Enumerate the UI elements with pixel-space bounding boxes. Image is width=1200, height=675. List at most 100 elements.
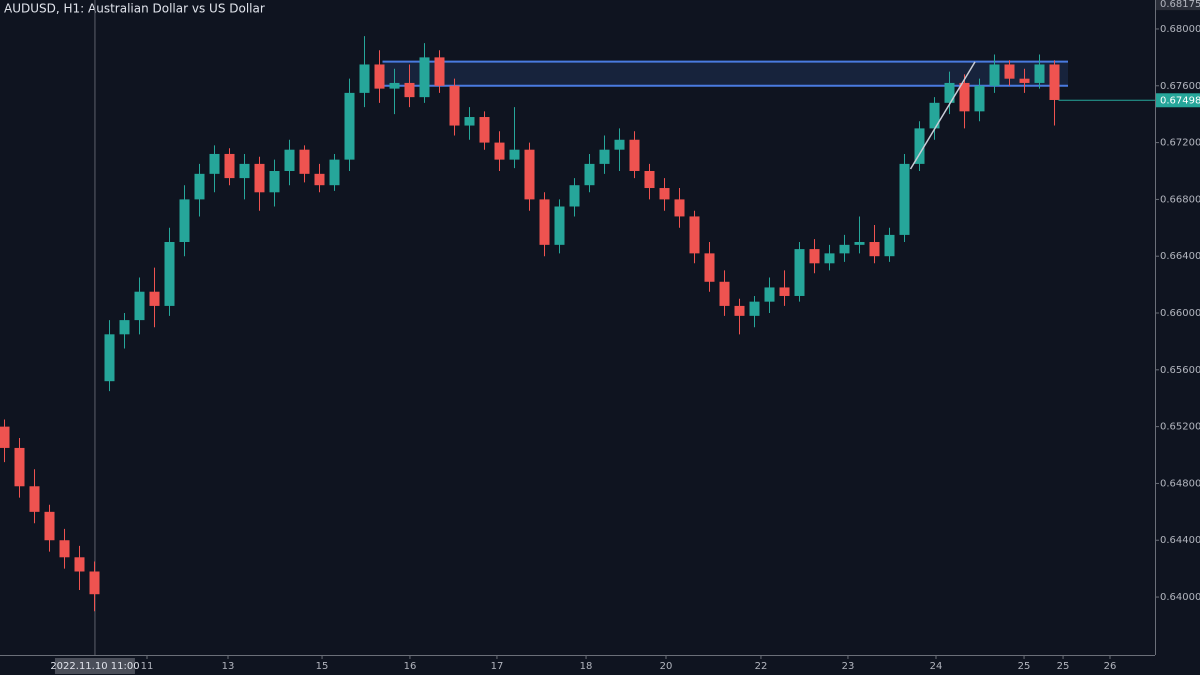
candle-body <box>389 82 400 89</box>
top-price-label-bg <box>1156 0 1200 11</box>
candle-body <box>29 486 40 512</box>
candle-body <box>689 216 700 254</box>
candle-body <box>479 117 490 143</box>
candle-body <box>974 85 985 112</box>
trend-line <box>909 61 976 170</box>
candle-body <box>89 571 100 595</box>
candle-body <box>209 153 220 174</box>
candle-body <box>989 64 1000 86</box>
candle-body <box>719 281 730 306</box>
candle-body <box>944 82 955 103</box>
chart-title: AUDUSD, H1: Australian Dollar vs US Doll… <box>4 2 265 16</box>
candle-body <box>59 540 70 558</box>
x-tick-label: 26 <box>1104 661 1117 672</box>
candle-body <box>284 149 295 171</box>
candle-body <box>524 149 535 200</box>
zone <box>382 61 1068 86</box>
candle-body <box>299 149 310 174</box>
candle-body <box>194 173 205 200</box>
candle-body <box>434 57 445 86</box>
candle-body <box>929 102 940 129</box>
y-tick-label: 0.64400 <box>1160 535 1200 546</box>
y-tick-label: 0.66800 <box>1160 194 1200 205</box>
candle-body <box>494 142 505 160</box>
x-tick-label: 24 <box>930 661 943 672</box>
candle-body <box>254 163 265 193</box>
y-tick-label: 0.64800 <box>1160 478 1200 489</box>
x-tick-label: 11 <box>141 661 154 672</box>
x-tick-label: 13 <box>222 661 235 672</box>
candle-body <box>914 128 925 164</box>
candle-body <box>629 139 640 171</box>
candle-body <box>809 249 820 264</box>
candle-body <box>344 92 355 160</box>
top-price-label: 0.68175 <box>1160 0 1200 10</box>
candle-body <box>644 170 655 189</box>
candle-body <box>614 139 625 150</box>
candle-body <box>269 170 280 193</box>
y-tick-label: 0.66000 <box>1160 308 1200 319</box>
x-tick-label: 22 <box>755 661 768 672</box>
candle-body <box>824 253 835 264</box>
candle-body <box>404 82 415 98</box>
candle-body <box>764 287 775 302</box>
candle-body <box>554 206 565 245</box>
y-tick-label: 0.67600 <box>1160 81 1200 92</box>
candle-body <box>464 117 475 126</box>
candle-body <box>449 85 460 126</box>
candle-body <box>119 320 130 335</box>
candle-body <box>734 305 745 316</box>
candle-body <box>44 511 55 541</box>
candle-body <box>899 163 910 235</box>
candle-body <box>224 153 235 179</box>
candle-body <box>239 163 250 179</box>
candle-body <box>794 249 805 296</box>
candle-body <box>1034 64 1045 83</box>
candle-body <box>749 301 760 316</box>
x-tick-label: 15 <box>316 661 329 672</box>
candle-body <box>14 447 25 487</box>
candle-body <box>359 64 370 93</box>
x-tick-label: 18 <box>580 661 593 672</box>
candle-body <box>539 199 550 245</box>
candle-body <box>959 82 970 112</box>
crosshair-label-bg <box>54 658 135 674</box>
candle-body <box>869 242 880 257</box>
candle-body <box>314 173 325 186</box>
candle-body <box>674 199 685 217</box>
candle-body <box>164 242 175 306</box>
candle-body <box>179 199 190 243</box>
x-tick-label: 16 <box>404 661 417 672</box>
candle-body <box>509 149 520 160</box>
candle-body <box>74 557 85 572</box>
y-tick-label: 0.65600 <box>1160 365 1200 376</box>
candle-body <box>569 185 580 207</box>
x-tick-label: 25 <box>1018 661 1031 672</box>
candle-body <box>599 149 610 164</box>
last-price-label-bg <box>1156 93 1200 108</box>
x-tick-label: 25 <box>1057 661 1070 672</box>
candle-body <box>134 291 145 321</box>
y-tick-label: 0.67200 <box>1160 138 1200 149</box>
x-tick-label: 20 <box>660 661 673 672</box>
candle-body <box>419 57 430 98</box>
candle-body <box>1049 64 1060 100</box>
last-price-label: 0.67498 <box>1160 95 1200 106</box>
candle-body <box>839 244 850 254</box>
candle-body <box>704 253 715 282</box>
candle-body <box>884 234 895 257</box>
x-tick-label: 23 <box>842 661 855 672</box>
candle-body <box>374 64 385 89</box>
candle-body <box>329 159 340 186</box>
candle-body <box>1004 64 1015 79</box>
y-tick-label: 0.68000 <box>1160 24 1200 35</box>
candle-body <box>104 334 115 382</box>
candle-body <box>149 291 160 306</box>
y-tick-label: 0.66400 <box>1160 251 1200 262</box>
candle-body <box>1019 78 1030 83</box>
candle-body <box>0 426 10 448</box>
crosshair-label: 2022.11.10 11:00 <box>50 661 139 672</box>
candle-body <box>659 188 670 200</box>
